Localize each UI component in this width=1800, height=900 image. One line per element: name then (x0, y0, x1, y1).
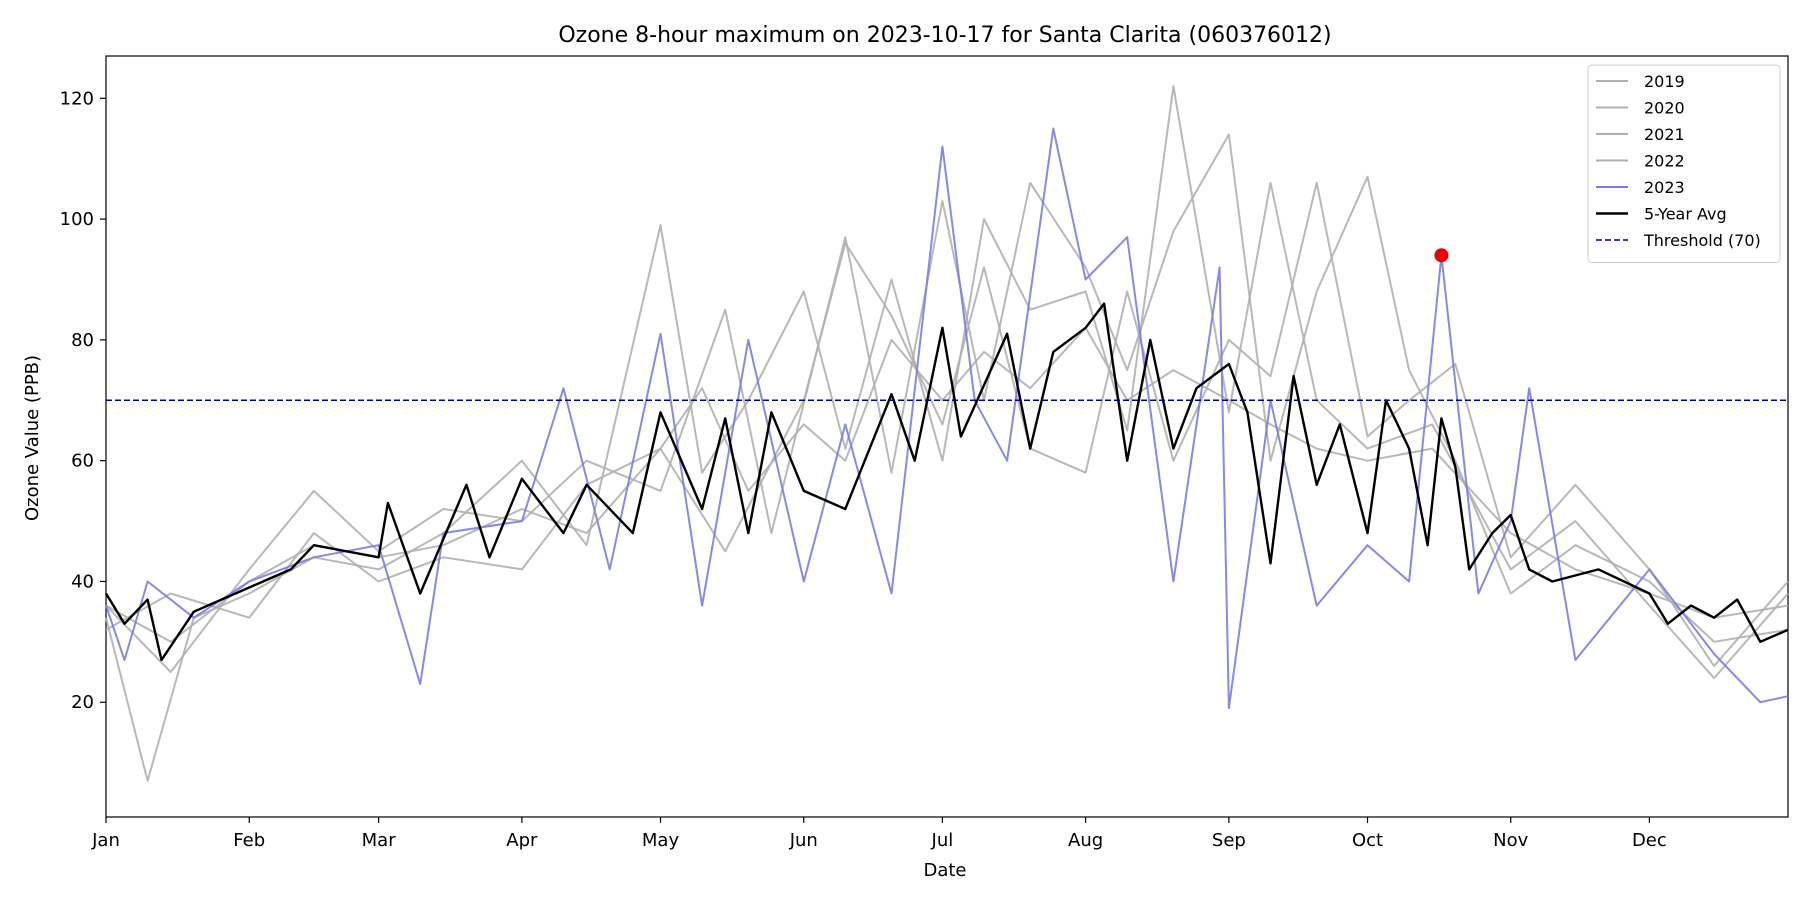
series-line-2021 (105, 133, 1789, 673)
x-tick-label: Feb (233, 830, 265, 851)
x-axis-ticks: Jan Feb Mar Apr May Jun Jul Aug Sep Oct Nov Dec (91, 817, 1667, 851)
chart-title: Ozone 8-hour maximum on 2023-10-17 for S… (558, 23, 1331, 48)
x-tick-label: Jul (931, 830, 954, 851)
x-tick-label: Nov (1493, 830, 1528, 851)
legend: 2019 2020 2021 2022 2023 5-Year Avg Threshold … (1587, 64, 1781, 263)
legend-label: 2022 (1644, 152, 1685, 171)
y-axis-ticks: 20 40 60 80 100 120 (60, 88, 106, 713)
y-axis-label: Ozone Value (PPB) (22, 355, 43, 521)
x-tick-label: May (642, 830, 680, 851)
legend-box (1587, 64, 1781, 263)
y-tick-label: 80 (71, 330, 94, 351)
x-tick-label: Aug (1068, 830, 1103, 851)
series-line-5-year-avg (104, 302, 1789, 662)
x-tick-label: Dec (1632, 830, 1667, 851)
legend-label: 5-Year Avg (1644, 205, 1727, 224)
series-line-2019 (105, 326, 1789, 643)
x-axis-label: Date (923, 860, 966, 881)
legend-label: 2023 (1644, 178, 1685, 197)
legend-label: 2020 (1644, 99, 1685, 118)
series-line-2023 (105, 127, 1789, 710)
y-tick-label: 100 (60, 209, 94, 230)
highlight-point (1434, 248, 1449, 263)
y-tick-label: 120 (60, 88, 94, 109)
legend-label: Threshold (70) (1643, 231, 1761, 250)
series-line-2020 (105, 85, 1789, 782)
x-tick-label: Sep (1212, 830, 1246, 851)
x-tick-label: Apr (506, 830, 538, 851)
y-tick-label: 40 (71, 571, 94, 592)
y-tick-label: 60 (71, 451, 94, 472)
legend-label: 2021 (1644, 125, 1685, 144)
x-tick-label: Oct (1352, 830, 1383, 851)
x-tick-label: Jan (91, 830, 120, 851)
x-tick-label: Jun (789, 830, 818, 851)
x-tick-label: Mar (362, 830, 397, 851)
legend-label: 2019 (1644, 72, 1685, 91)
y-tick-label: 20 (71, 692, 94, 713)
series-layer (104, 85, 1789, 782)
series-line-2022 (105, 181, 1789, 667)
